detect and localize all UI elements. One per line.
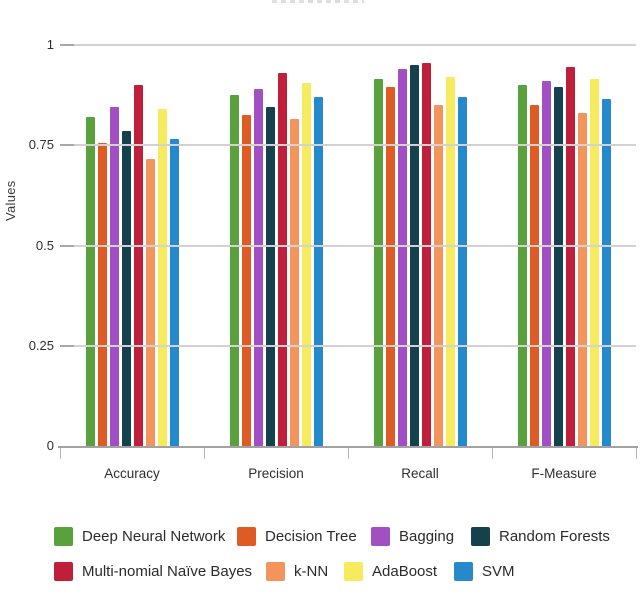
bar-group-precision (204, 45, 348, 446)
gridline (60, 44, 636, 46)
gridline (60, 344, 636, 347)
legend-swatch-decision-tree (237, 526, 256, 546)
legend-label: Bagging (399, 527, 455, 545)
bar-multi-nomial-na-ve-bayes (133, 85, 143, 446)
bar-random-forests (553, 87, 563, 446)
plot-area (58, 44, 638, 459)
gridline (60, 244, 636, 247)
bar-deep-neural-network (517, 85, 527, 446)
bar-k-nn (433, 105, 443, 446)
legend-row: Deep Neural Network Decision Tree Bagging R… (54, 521, 634, 551)
bar-svm (169, 139, 179, 446)
legend-swatch-bagging (371, 526, 390, 546)
legend-item-decision-tree: Decision Tree (237, 526, 371, 546)
legend-item-adaboost: AdaBoost (344, 561, 454, 581)
x-axis-line (58, 446, 638, 448)
legend-item-random-forests: Random Forests (471, 526, 634, 546)
bar-adaboost (445, 77, 455, 446)
legend-swatch-random-forests (471, 526, 490, 546)
bar-decision-tree (241, 115, 251, 446)
x-category-label: Precision (248, 466, 304, 481)
legend-swatch-svm (454, 561, 473, 581)
y-tick-label: 0.5 (35, 237, 54, 253)
x-category-label: Accuracy (104, 466, 160, 481)
bar-adaboost (157, 109, 167, 446)
bar-group-f-measure (492, 45, 636, 446)
legend-item-multi-nomial-na-ve-bayes: Multi-nomial Naïve Bayes (54, 561, 266, 581)
legend-swatch-multi-nomial-na-ve-bayes (54, 561, 73, 581)
legend-item-deep-neural-network: Deep Neural Network (54, 526, 237, 546)
x-axis-tick (60, 448, 61, 459)
bar-deep-neural-network (229, 95, 239, 446)
y-tick-label: 0.25 (28, 337, 54, 353)
bar-k-nn (577, 113, 587, 446)
x-category-label: F-Measure (531, 466, 597, 481)
bar-random-forests (121, 131, 131, 446)
bar-random-forests (409, 65, 419, 446)
bar-groups (60, 45, 636, 446)
bar-group-accuracy (60, 45, 204, 446)
bar-bagging (541, 81, 551, 446)
bar-k-nn (145, 159, 155, 446)
bar-bagging (109, 107, 119, 446)
legend-label: Decision Tree (265, 527, 357, 545)
x-category-label: Recall (401, 466, 439, 481)
y-tick-label: 0 (46, 438, 54, 453)
legend-item-svm: SVM (454, 561, 634, 581)
bar-group-recall (348, 45, 492, 446)
bar-svm (601, 99, 611, 446)
bar-adaboost (301, 83, 311, 446)
bar-svm (313, 97, 323, 446)
legend-label: Multi-nomial Naïve Bayes (82, 562, 253, 580)
legend-label: Random Forests (499, 527, 610, 545)
bar-svm (457, 97, 467, 446)
bar-multi-nomial-na-ve-bayes (277, 73, 287, 446)
cropped-title-fragment (272, 0, 364, 3)
bar-decision-tree (97, 143, 107, 446)
x-axis-tick (348, 448, 349, 459)
x-axis-tick (636, 448, 637, 459)
bar-deep-neural-network (373, 79, 383, 446)
legend-label: SVM (482, 562, 515, 580)
legend-item-bagging: Bagging (371, 526, 471, 546)
bar-random-forests (265, 107, 275, 446)
bar-multi-nomial-na-ve-bayes (421, 63, 431, 446)
bar-decision-tree (529, 105, 539, 446)
legend-label: Deep Neural Network (82, 527, 226, 545)
legend-label: AdaBoost (372, 562, 438, 580)
bar-adaboost (589, 79, 599, 446)
legend-swatch-adaboost (344, 561, 363, 581)
x-axis-tick (492, 448, 493, 459)
legend: Deep Neural Network Decision Tree Bagging R… (54, 521, 634, 591)
legend-item-k-nn: k-NN (266, 561, 344, 581)
x-axis-labels: Accuracy Precision Recall F-Measure (60, 466, 636, 481)
gridline (60, 144, 636, 147)
y-tick-label: 0.75 (28, 137, 54, 153)
bar-decision-tree (385, 87, 395, 446)
legend-swatch-k-nn (266, 561, 285, 581)
x-axis-tick (204, 448, 205, 459)
y-axis-title: Values (3, 180, 18, 222)
bar-deep-neural-network (85, 117, 95, 446)
legend-label: k-NN (294, 562, 329, 580)
y-tick-label: 1 (46, 37, 54, 52)
legend-row: Multi-nomial Naïve Bayes k-NN AdaBoost SVM (54, 556, 634, 586)
bar-bagging (397, 69, 407, 446)
bar-multi-nomial-na-ve-bayes (565, 67, 575, 446)
bar-bagging (253, 89, 263, 446)
legend-swatch-deep-neural-network (54, 526, 73, 546)
bar-k-nn (289, 119, 299, 446)
